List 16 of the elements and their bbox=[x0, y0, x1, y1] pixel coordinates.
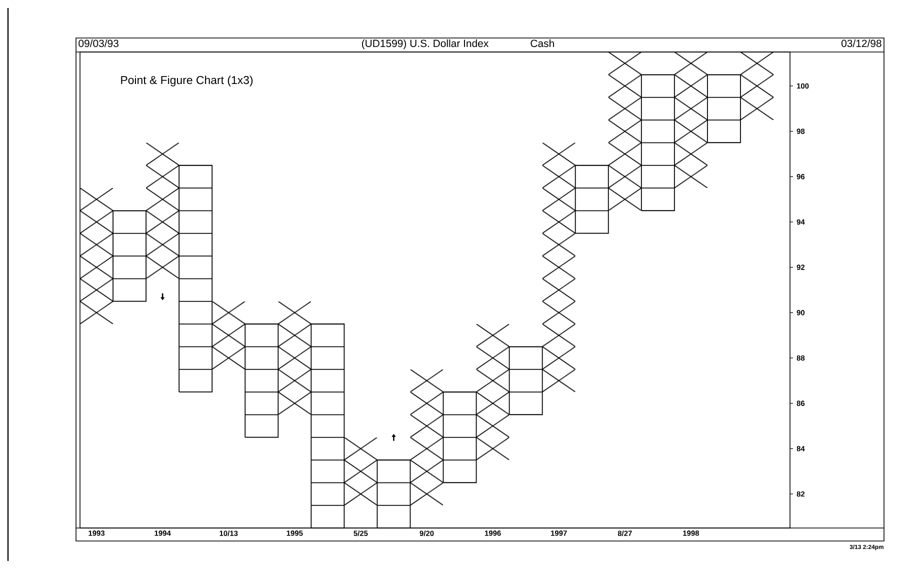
bar bbox=[740, 52, 774, 120]
bar bbox=[608, 52, 642, 211]
bar bbox=[146, 142, 180, 279]
bar bbox=[344, 437, 378, 506]
text: 03/12/98 bbox=[841, 39, 882, 48]
bar bbox=[80, 188, 114, 324]
bar bbox=[410, 369, 444, 506]
annotation: Point & Figure Chart (1x3) bbox=[121, 76, 253, 86]
text: 09/03/93 bbox=[78, 39, 118, 48]
chart-title: (UD1599) U.S. Dollar Index bbox=[362, 39, 489, 50]
bar bbox=[542, 142, 576, 392]
bar bbox=[212, 301, 246, 370]
bar bbox=[278, 301, 312, 415]
bar bbox=[476, 324, 510, 460]
chart-subtitle: Cash bbox=[530, 39, 554, 48]
bar bbox=[674, 52, 708, 188]
